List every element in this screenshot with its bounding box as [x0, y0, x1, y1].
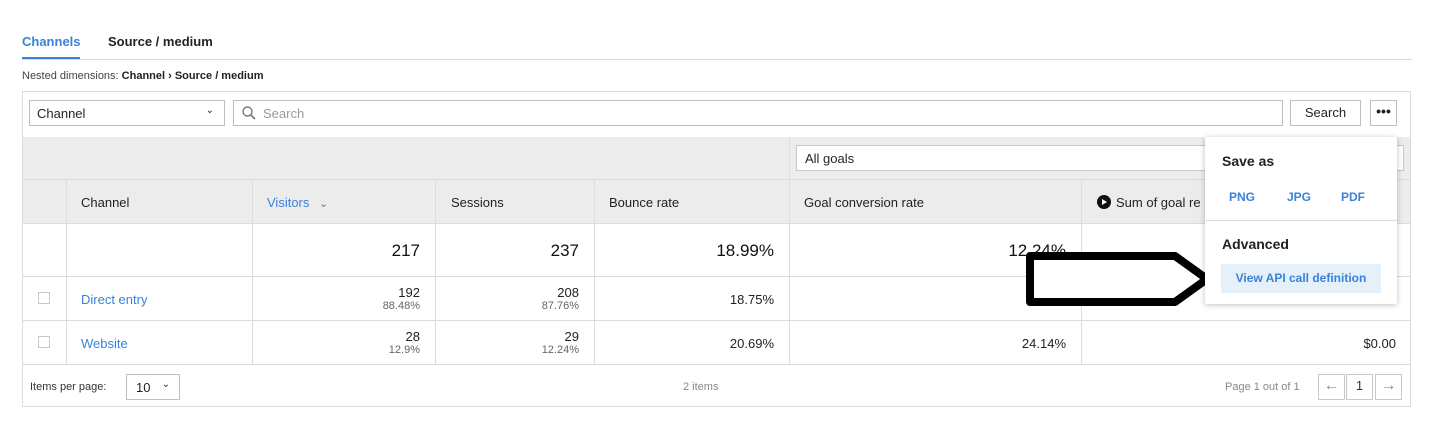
chevron-down-icon: ⌄: [161, 379, 170, 390]
table-bottom-line: [23, 364, 1410, 365]
channel-link-website[interactable]: Website: [81, 336, 128, 351]
row-checkbox[interactable]: [38, 292, 50, 304]
row-goal-conversion-rate: 24.14%: [1021, 336, 1066, 351]
export-pdf-button[interactable]: PDF: [1341, 190, 1365, 204]
goals-select-value: All goals: [805, 151, 855, 166]
sort-descending-icon: ⌄: [319, 198, 329, 210]
header-bottom-line: [23, 223, 1410, 224]
chevron-down-icon: ⌄: [205, 105, 214, 116]
menu-divider: [1205, 220, 1397, 221]
total-visitors: 217: [391, 241, 420, 260]
dimension-select-value: Channel: [37, 106, 86, 121]
active-tab-indicator: [22, 57, 80, 59]
row-bounce-rate: 18.75%: [729, 292, 774, 307]
export-png-button[interactable]: PNG: [1229, 190, 1256, 204]
column-header-goal-conversion-rate[interactable]: Goal conversion rate: [804, 195, 924, 210]
column-header-sessions[interactable]: Sessions: [451, 195, 504, 210]
row-divider: [23, 320, 1410, 321]
header-divider: [23, 179, 1410, 180]
items-per-page-value: 10: [136, 380, 151, 395]
row-bounce-rate: 20.69%: [729, 336, 774, 351]
save-as-title: Save as: [1222, 153, 1275, 169]
total-bounce-rate: 18.99%: [716, 241, 774, 260]
tabs-divider: [22, 59, 1412, 60]
column-header-bounce-rate[interactable]: Bounce rate: [609, 195, 680, 210]
search-icon: [242, 106, 256, 120]
row-sum-goal: $0.00: [1363, 336, 1396, 351]
column-divider: [435, 179, 436, 364]
dimension-select[interactable]: Channel ⌄: [29, 100, 225, 126]
export-jpg-button[interactable]: JPG: [1287, 190, 1312, 204]
more-options-button[interactable]: •••: [1370, 100, 1397, 126]
tab-channels[interactable]: Channels: [22, 34, 81, 49]
column-header-sum-goal[interactable]: Sum of goal re: [1097, 195, 1201, 210]
row-checkbox[interactable]: [38, 336, 50, 348]
arrow-right-icon: →: [1380, 377, 1397, 394]
column-header-sum-goal-label: Sum of goal re: [1116, 195, 1201, 210]
total-sessions: 237: [550, 241, 579, 260]
advanced-title: Advanced: [1222, 236, 1289, 252]
column-divider: [789, 137, 790, 364]
nested-dimensions-prefix: Nested dimensions:: [22, 70, 119, 82]
column-header-visitors-label: Visitors: [267, 195, 310, 210]
row-sessions-percent: 87.76%: [541, 300, 579, 312]
arrow-left-icon: ←: [1323, 377, 1340, 394]
row-visitors: 192: [398, 285, 420, 300]
items-per-page-select[interactable]: 10 ⌄: [126, 374, 180, 400]
column-header-channel[interactable]: Channel: [81, 195, 130, 210]
items-per-page-label: Items per page:: [30, 381, 107, 393]
view-api-call-definition-button[interactable]: View API call definition: [1221, 264, 1381, 293]
search-input[interactable]: Search: [233, 100, 1283, 126]
tab-source-medium[interactable]: Source / medium: [108, 34, 213, 49]
next-page-button[interactable]: →: [1375, 374, 1402, 400]
items-count: 2 items: [683, 381, 719, 393]
export-menu: Save as PNG JPG PDF Advanced View API ca…: [1205, 137, 1397, 304]
column-divider: [252, 179, 253, 364]
page-info: Page 1 out of 1: [1225, 381, 1300, 393]
channel-link-direct-entry[interactable]: Direct entry: [81, 292, 148, 307]
prev-page-button[interactable]: ←: [1318, 374, 1345, 400]
annotation-arrow: [1026, 252, 1211, 306]
search-button[interactable]: Search: [1290, 100, 1361, 126]
nested-dimensions-path: Channel › Source / medium: [121, 70, 264, 82]
row-visitors-percent: 12.9%: [388, 344, 420, 356]
report-panel: [22, 91, 1411, 407]
nested-dimensions-breadcrumb: Nested dimensions: Channel › Source / me…: [22, 70, 263, 82]
row-visitors: 28: [405, 329, 420, 344]
row-sessions: 29: [564, 329, 579, 344]
totals-bottom-line: [23, 276, 1410, 277]
column-divider: [66, 179, 67, 364]
row-visitors-percent: 88.48%: [382, 300, 420, 312]
column-divider: [594, 179, 595, 364]
row-sessions-percent: 12.24%: [541, 344, 579, 356]
play-circle-icon: [1097, 195, 1111, 209]
column-header-visitors[interactable]: Visitors ⌄: [267, 195, 328, 210]
current-page[interactable]: 1: [1346, 374, 1373, 400]
search-placeholder: Search: [263, 106, 305, 121]
row-sessions: 208: [557, 285, 579, 300]
